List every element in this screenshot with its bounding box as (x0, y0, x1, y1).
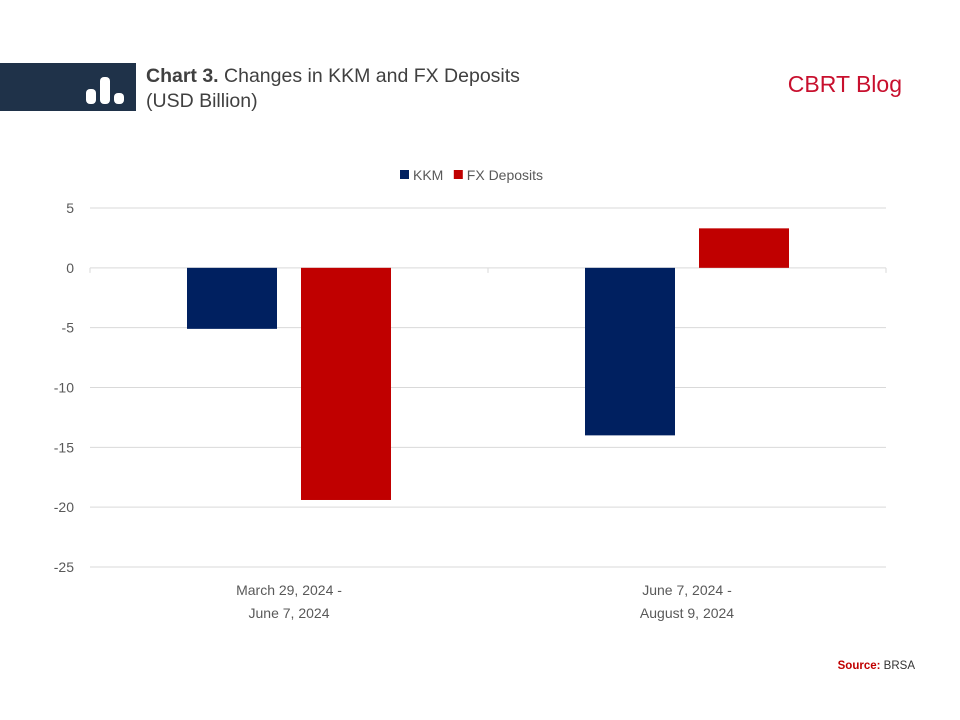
chart-title: Chart 3. Changes in KKM and FX Deposits … (146, 64, 666, 114)
y-tick-label: 5 (66, 200, 74, 216)
header-band (0, 63, 136, 111)
bar-kkm (187, 267, 277, 329)
blog-label: CBRT Blog (787, 71, 902, 97)
y-tick-label: -15 (54, 439, 74, 455)
x-axis-labels: March 29, 2024 - June 7, 2024 June 7, 2024… (236, 582, 734, 621)
y-tick-label: -10 (54, 380, 74, 396)
x-category-label: August 9, 2024 (640, 605, 734, 621)
bar-fx-deposits (699, 228, 789, 268)
y-tick-label: -20 (54, 499, 74, 515)
legend: KKM FX Deposits (400, 167, 543, 183)
x-category-label: June 7, 2024 (249, 605, 330, 621)
legend-label: FX Deposits (467, 167, 543, 183)
y-tick-label: -25 (54, 559, 74, 575)
bar-fx-deposits (301, 267, 391, 500)
source-note: Source: BRSA (838, 660, 915, 672)
x-category-label: June 7, 2024 - (642, 582, 732, 598)
x-category-label: March 29, 2024 - (236, 582, 342, 598)
chart-units: (USD Billion) (146, 90, 258, 112)
source-label: Source: (837, 660, 881, 672)
bars (187, 228, 789, 500)
gridlines (90, 207, 886, 568)
legend-swatch (400, 170, 409, 179)
y-tick-label: 0 (66, 260, 74, 276)
chart-title-text: Changes in KKM and FX Deposits (218, 65, 520, 87)
legend-swatch (453, 170, 463, 179)
chart-number: Chart 3. (146, 65, 219, 87)
source-value: BRSA (883, 660, 915, 672)
legend-label: KKM (413, 167, 443, 183)
y-tick-label: -5 (62, 320, 75, 336)
bar-kkm (585, 267, 675, 436)
bar-chart-icon (86, 77, 124, 104)
y-axis-labels: 5 0 -5 -10 -15 -20 -25 (54, 200, 74, 575)
